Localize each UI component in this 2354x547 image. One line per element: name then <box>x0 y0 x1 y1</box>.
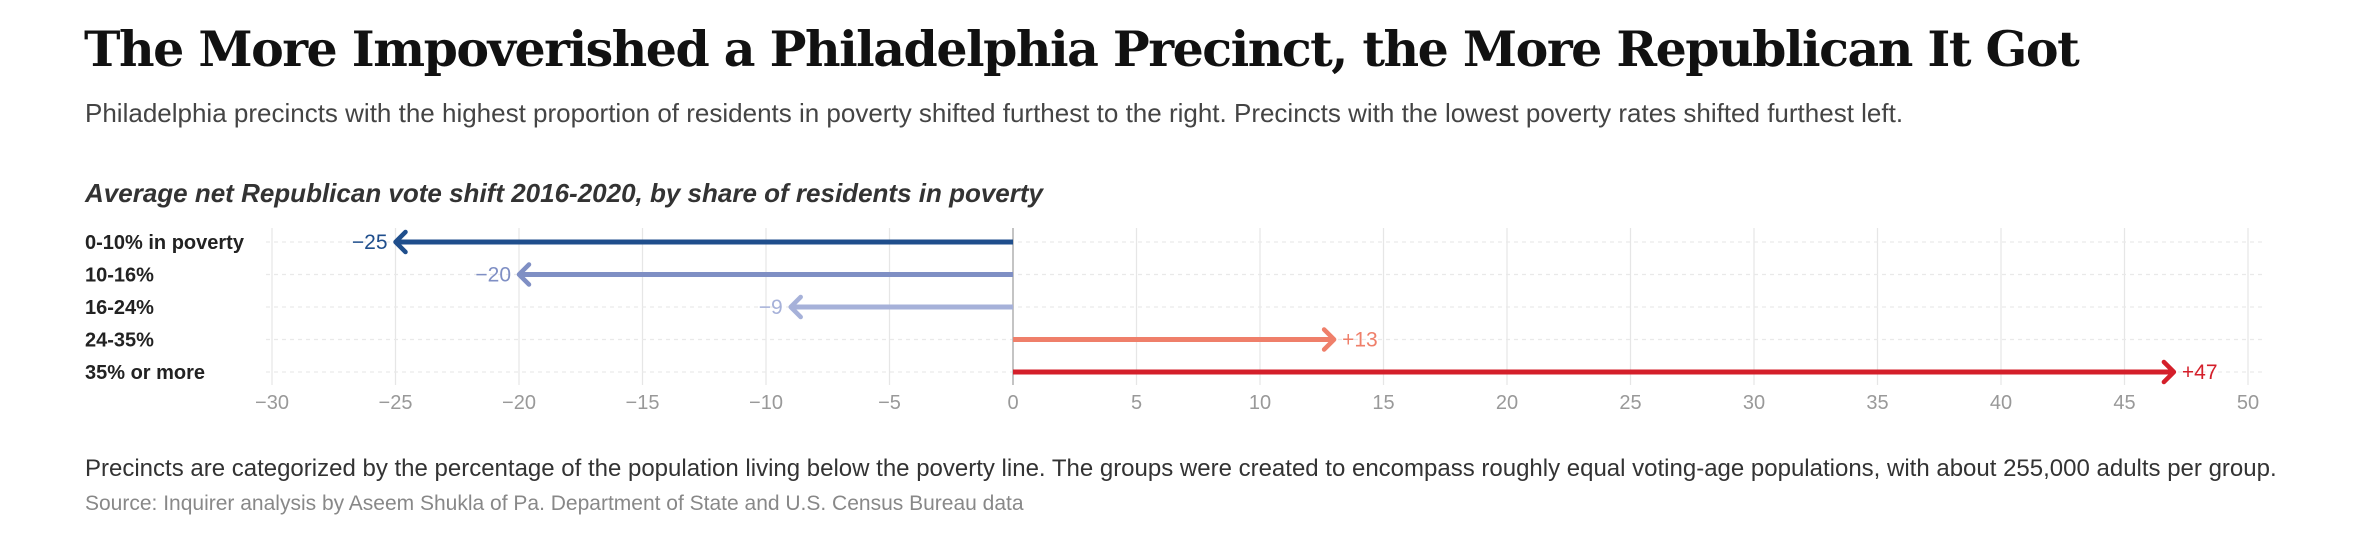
x-tick-label: 35 <box>1866 392 1888 414</box>
x-tick-label: −20 <box>502 392 536 414</box>
value-label: +13 <box>1342 329 1378 352</box>
x-tick-label: 30 <box>1743 392 1765 414</box>
chart-note: Precincts are categorized by the percent… <box>85 455 2277 482</box>
x-tick-label: −30 <box>255 392 289 414</box>
value-label: −20 <box>475 264 511 287</box>
arrowhead <box>788 294 803 320</box>
x-tick-label: 20 <box>1496 392 1518 414</box>
arrowhead <box>2161 359 2177 385</box>
x-tick-label: 10 <box>1249 392 1271 414</box>
x-tick-label: 50 <box>2237 392 2259 414</box>
x-tick-label: 40 <box>1990 392 2012 414</box>
category-label: 24-35% <box>85 330 154 352</box>
x-tick-label: −10 <box>749 392 783 414</box>
x-tick-label: 25 <box>1619 392 1641 414</box>
x-tick-label: −5 <box>878 392 901 414</box>
x-tick-label: 5 <box>1131 392 1142 414</box>
category-label: 35% or more <box>85 362 205 384</box>
chart-caption: Average net Republican vote shift 2016-2… <box>85 178 1044 208</box>
category-label: 0-10% in poverty <box>85 232 245 254</box>
arrowhead <box>516 262 532 287</box>
x-tick-label: 0 <box>1007 392 1018 414</box>
x-tick-label: −15 <box>626 392 660 414</box>
category-label: 10-16% <box>85 265 154 287</box>
arrowhead <box>393 229 408 255</box>
chart-title-heading: The More Impoverished a Philadelphia Pre… <box>84 20 2080 78</box>
arrow-bar-chart: −30 −25 −20 −15 −10 −5 0 5 10 15 20 25 30 35 40 45 50 0-1… <box>85 228 2263 414</box>
value-label: +47 <box>2182 361 2218 384</box>
chart-subtitle: Philadelphia precincts with the highest … <box>85 98 1904 128</box>
chart-source: Source: Inquirer analysis by Aseem Shukl… <box>85 492 1024 515</box>
value-label: −9 <box>759 296 783 319</box>
value-label: −25 <box>352 231 388 254</box>
x-tick-label: 45 <box>2113 392 2135 414</box>
x-tick-label: −25 <box>379 392 413 414</box>
category-label: 16-24% <box>85 297 154 319</box>
arrowhead <box>1321 327 1337 352</box>
x-tick-label: 15 <box>1372 392 1394 414</box>
